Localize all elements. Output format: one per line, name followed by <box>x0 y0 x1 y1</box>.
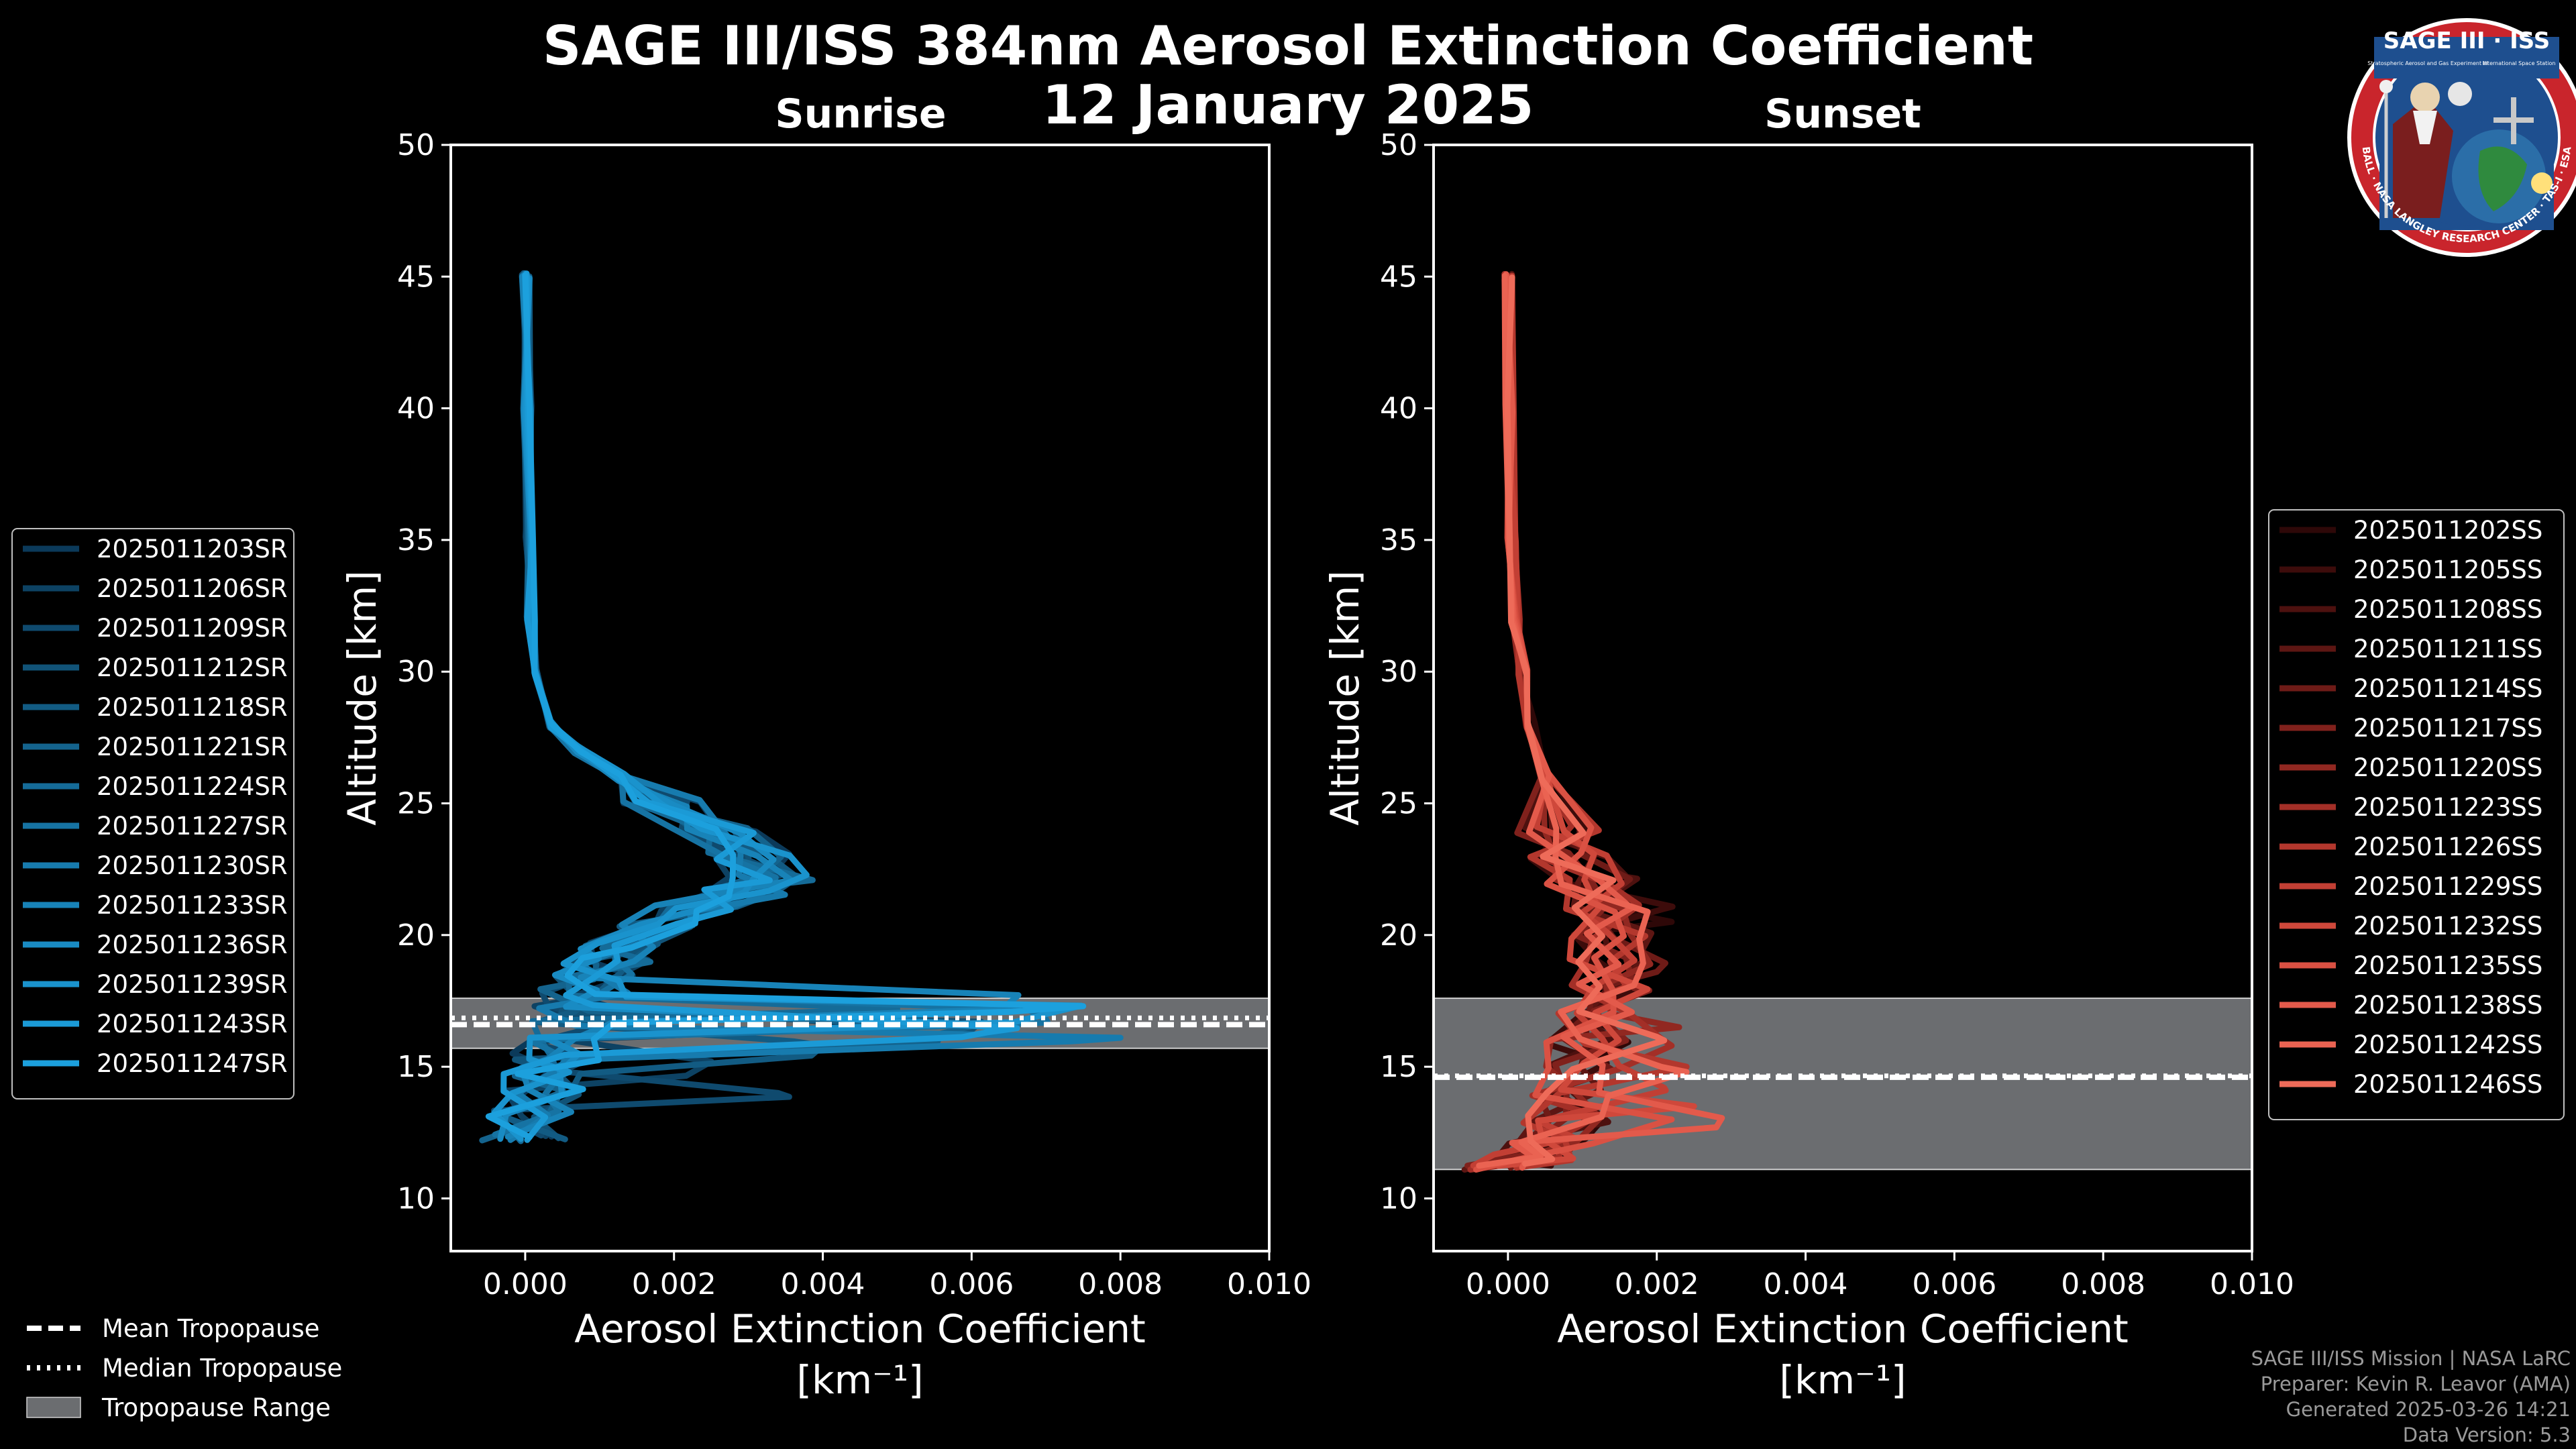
y-tick-label: 15 <box>1380 1050 1417 1084</box>
x-axis-label: Aerosol Extinction Coefficient <box>574 1306 1146 1352</box>
x-tick-label: 0.006 <box>1912 1267 1996 1301</box>
legend-label: 2025011235SS <box>2353 951 2542 980</box>
legend-label: 2025011209SR <box>97 614 288 643</box>
legend-label: 2025011208SS <box>2353 595 2542 624</box>
sunset-panel: Sunset 10 15 20 25 30 35 40 45 50 0.000 0.002 0.004 0… <box>1322 91 2565 1403</box>
footer-generated: Generated 2025-03-26 14:21 <box>2286 1398 2571 1421</box>
x-axis-unit: [km⁻¹] <box>796 1357 923 1403</box>
y-tick-label: 20 <box>1380 918 1417 953</box>
tropopause-range-swatch <box>26 1397 81 1418</box>
x-tick-label: 0.000 <box>1466 1267 1550 1301</box>
y-tick-label: 15 <box>397 1050 435 1084</box>
legend-label: 2025011221SR <box>97 733 288 761</box>
median-tropopause-label: Median Tropopause <box>102 1354 342 1383</box>
y-tick-label: 35 <box>397 523 435 557</box>
legend-label: 2025011232SS <box>2353 912 2542 941</box>
plot-frame <box>1432 144 2253 1252</box>
y-tick-label: 40 <box>1380 392 1417 426</box>
y-tick-label: 45 <box>397 260 435 294</box>
legend-label: 2025011205SS <box>2353 555 2542 584</box>
legend-label: 2025011202SS <box>2353 516 2542 545</box>
footer-mission: SAGE III/ISS Mission | NASA LaRC <box>2251 1347 2571 1370</box>
x-tick-label: 0.002 <box>1615 1267 1699 1301</box>
legend-label: 2025011233SR <box>97 891 288 920</box>
y-tick-label: 30 <box>1380 655 1417 689</box>
legend-label: 2025011246SS <box>2353 1070 2542 1099</box>
profile-line-2025011247SR <box>485 272 1087 1140</box>
y-tick-label: 35 <box>1380 523 1417 557</box>
x-tick-label: 0.000 <box>483 1267 568 1301</box>
y-tick-label: 10 <box>397 1181 435 1216</box>
sunset-legend: 2025011202SS 2025011205SS 2025011208SS 2025… <box>2268 509 2565 1120</box>
x-tick-label: 0.008 <box>1078 1267 1163 1301</box>
legend-label: 2025011214SS <box>2353 674 2542 703</box>
x-axis-unit: [km⁻¹] <box>1779 1357 1906 1403</box>
sunrise-panel: Sunrise 10 15 20 25 30 35 40 45 50 0.000 0.002 0.004… <box>11 91 1311 1403</box>
x-axis-label: Aerosol Extinction Coefficient <box>1557 1306 2129 1352</box>
y-tick-label: 25 <box>1380 787 1417 821</box>
x-tick-label: 0.004 <box>781 1267 865 1301</box>
x-tick-label: 0.002 <box>632 1267 716 1301</box>
plot-area <box>451 270 1269 1144</box>
legend-label: 2025011206SR <box>97 574 288 603</box>
logo-top-text: SAGE III · ISS <box>2383 28 2550 54</box>
x-tick-label: 0.010 <box>2210 1267 2294 1301</box>
legend-label: 2025011247SR <box>97 1049 288 1078</box>
legend-frame <box>2268 509 2565 1120</box>
panel-title-sunset: Sunset <box>1764 91 1921 138</box>
legend-frame <box>11 528 294 1099</box>
x-tick-label: 0.008 <box>2061 1267 2145 1301</box>
panel-title-sunrise: Sunrise <box>775 91 946 138</box>
figure-title: SAGE III/ISS 384nm Aerosol Extinction Co… <box>542 15 2034 77</box>
plot-area <box>1434 270 2252 1173</box>
y-tick-label: 50 <box>1380 128 1417 162</box>
legend-label: 2025011203SR <box>97 535 288 564</box>
logo-small-text-right: International Space Station <box>2483 60 2556 66</box>
y-tick-label: 20 <box>397 918 435 953</box>
legend-label: 2025011217SS <box>2353 714 2542 743</box>
legend-label: 2025011224SR <box>97 772 288 801</box>
legend-label: 2025011242SS <box>2353 1030 2542 1059</box>
y-tick-label: 25 <box>397 787 435 821</box>
profile-line-2025011246SS <box>1504 274 1668 1167</box>
x-tick-label: 0.004 <box>1764 1267 1848 1301</box>
legend-label: 2025011218SR <box>97 693 288 722</box>
sage-iii-iss-logo: SAGE III · ISS Stratospheric Aerosol and… <box>2347 18 2576 257</box>
profile-line-2025011226SS <box>1509 272 1690 1171</box>
legend-label: 2025011212SR <box>97 653 288 682</box>
y-tick-label: 50 <box>397 128 435 162</box>
y-axis-label: Altitude [km] <box>1322 570 1368 825</box>
figure-subtitle: 12 January 2025 <box>1042 74 1534 136</box>
y-tick-label: 45 <box>1380 260 1417 294</box>
footer-credits: SAGE III/ISS Mission | NASA LaRC Prepare… <box>2251 1346 2571 1448</box>
footer-preparer: Preparer: Kevin R. Leavor (AMA) <box>2260 1373 2571 1395</box>
y-tick-label: 30 <box>397 655 435 689</box>
legend-label: 2025011239SR <box>97 970 288 999</box>
x-tick-label: 0.006 <box>929 1267 1014 1301</box>
legend-label: 2025011236SR <box>97 930 288 959</box>
legend-label: 2025011220SS <box>2353 753 2542 782</box>
footer-data-version: Data Version: 5.3 <box>2402 1424 2571 1446</box>
plot-frame <box>449 144 1271 1252</box>
y-axis-label: Altitude [km] <box>339 570 385 825</box>
legend-label: 2025011226SS <box>2353 833 2542 861</box>
y-tick-label: 40 <box>397 392 435 426</box>
logo-small-text-left: Stratospheric Aerosol and Gas Experiment… <box>2367 60 2487 66</box>
y-tick-label: 10 <box>1380 1181 1417 1216</box>
legend-label: 2025011227SR <box>97 812 288 841</box>
legend-label: 2025011243SR <box>97 1010 288 1038</box>
tropopause-legend: Mean Tropopause Median Tropopause Tropop… <box>26 1314 342 1422</box>
legend-label: 2025011230SR <box>97 851 288 880</box>
legend-label: 2025011238SS <box>2353 991 2542 1020</box>
mean-tropopause-label: Mean Tropopause <box>102 1314 320 1343</box>
tropopause-range-label: Tropopause Range <box>101 1393 331 1422</box>
legend-label: 2025011211SS <box>2353 635 2542 663</box>
legend-label: 2025011229SS <box>2353 872 2542 901</box>
sunrise-legend: 2025011203SR 2025011206SR 2025011209SR 2025… <box>11 528 294 1099</box>
x-tick-label: 0.010 <box>1227 1267 1311 1301</box>
legend-label: 2025011223SS <box>2353 793 2542 822</box>
